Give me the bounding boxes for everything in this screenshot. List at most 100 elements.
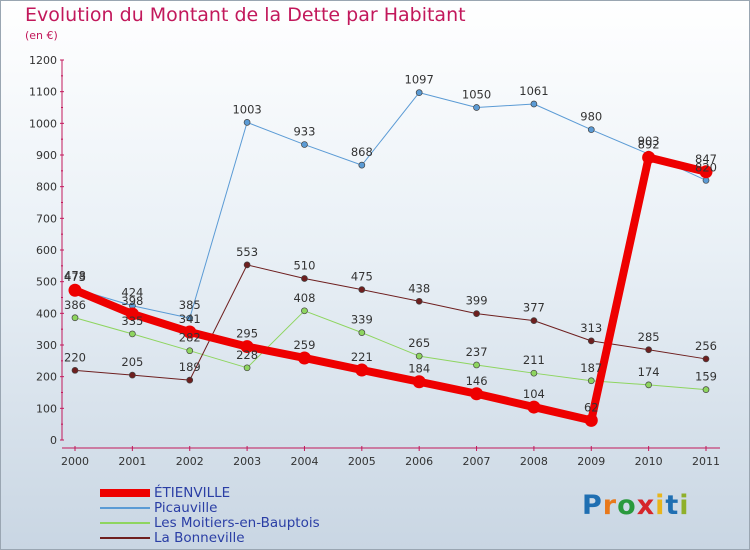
data-label: 341 — [179, 312, 201, 326]
data-point — [699, 165, 713, 179]
chart-subtitle: (en €) — [25, 29, 58, 42]
logo-letter: P — [582, 490, 603, 521]
data-point — [71, 314, 79, 322]
data-label: 104 — [523, 387, 545, 401]
data-label: 265 — [408, 336, 430, 350]
data-label: 259 — [293, 338, 315, 352]
y-tick-label: 800 — [36, 181, 57, 194]
data-point — [243, 119, 251, 126]
logo-letter: t — [665, 490, 680, 521]
data-label: 313 — [580, 321, 602, 335]
legend-swatch — [100, 537, 150, 539]
data-point — [243, 364, 251, 372]
x-tick-label: 2005 — [348, 455, 376, 468]
data-label: 295 — [236, 327, 258, 341]
data-label: 339 — [351, 313, 373, 327]
data-point — [530, 369, 538, 377]
y-tick-label: 400 — [36, 307, 57, 320]
data-point — [68, 283, 82, 297]
data-point — [530, 100, 538, 108]
data-point — [186, 376, 194, 384]
data-point — [186, 314, 194, 322]
data-point — [358, 286, 366, 293]
data-point — [642, 151, 656, 165]
data-point — [702, 355, 710, 363]
data-point — [587, 126, 595, 134]
data-label: 282 — [179, 331, 201, 345]
data-point — [470, 387, 484, 401]
data-label: 220 — [64, 350, 86, 364]
data-label: 892 — [638, 138, 660, 152]
data-label: 1061 — [519, 84, 548, 98]
data-label: 174 — [638, 365, 660, 379]
y-tick-label: 100 — [36, 402, 57, 415]
data-point — [240, 340, 254, 354]
y-tick-label: 200 — [36, 371, 57, 384]
data-label: 1097 — [405, 73, 434, 87]
data-point — [129, 371, 136, 379]
data-label: 868 — [351, 145, 373, 159]
data-label: 335 — [121, 314, 143, 328]
data-point — [587, 377, 595, 385]
data-point — [527, 400, 541, 414]
data-label: 478 — [64, 269, 86, 283]
legend-swatch — [100, 489, 150, 497]
data-label: 438 — [408, 281, 430, 295]
data-point — [415, 297, 423, 305]
data-point — [297, 351, 311, 365]
data-label: 62 — [584, 400, 599, 414]
data-label: 980 — [580, 110, 602, 124]
legend-label: Les Moitiers-en-Bauptois — [154, 515, 320, 531]
data-label: 221 — [351, 350, 373, 364]
data-label: 211 — [523, 353, 545, 367]
data-label: 1003 — [232, 102, 261, 116]
data-point — [645, 381, 652, 389]
data-label: 473 — [64, 270, 86, 284]
x-tick-label: 2009 — [577, 455, 605, 468]
y-tick-label: 300 — [36, 339, 57, 352]
data-point — [587, 337, 595, 345]
data-point — [301, 307, 308, 315]
data-label: 385 — [179, 298, 201, 312]
data-label: 228 — [236, 348, 258, 362]
series-line — [74, 264, 707, 381]
data-point — [129, 330, 136, 338]
x-tick-label: 2002 — [176, 455, 204, 468]
proxiti-logo: Proxiti — [582, 490, 690, 521]
data-point — [412, 375, 426, 389]
data-label: 399 — [466, 294, 488, 308]
data-point — [473, 104, 480, 111]
data-label: 159 — [695, 370, 717, 384]
x-tick-label: 2007 — [463, 455, 491, 468]
y-tick-label: 700 — [36, 212, 57, 225]
data-label: 205 — [121, 355, 143, 369]
data-label: 398 — [121, 294, 143, 308]
data-label: 553 — [236, 245, 258, 259]
series-line — [71, 153, 710, 425]
data-label: 184 — [408, 362, 430, 376]
series-line — [74, 92, 707, 319]
data-label: 386 — [64, 298, 86, 312]
data-point — [186, 347, 194, 355]
data-point — [645, 346, 652, 354]
chart-title: Evolution du Montant de la Dette par Hab… — [25, 4, 466, 26]
data-point — [473, 361, 480, 369]
x-tick-label: 2004 — [290, 455, 318, 468]
y-tick-label: 600 — [36, 244, 57, 257]
data-label: 377 — [523, 301, 545, 315]
logo-letter: i — [655, 490, 666, 521]
y-tick-label: 1100 — [29, 86, 57, 99]
logo-letter: o — [617, 490, 637, 521]
y-tick-label: 1000 — [29, 117, 57, 130]
x-tick-label: 2010 — [635, 455, 663, 468]
legend-label: Picauville — [154, 500, 218, 516]
data-point — [584, 413, 598, 427]
x-tick-label: 2003 — [233, 455, 261, 468]
data-point — [125, 307, 139, 321]
data-label: 424 — [121, 286, 143, 300]
data-point — [530, 317, 538, 324]
data-label: 903 — [638, 134, 660, 148]
data-point — [301, 141, 308, 148]
data-label: 146 — [466, 374, 488, 388]
